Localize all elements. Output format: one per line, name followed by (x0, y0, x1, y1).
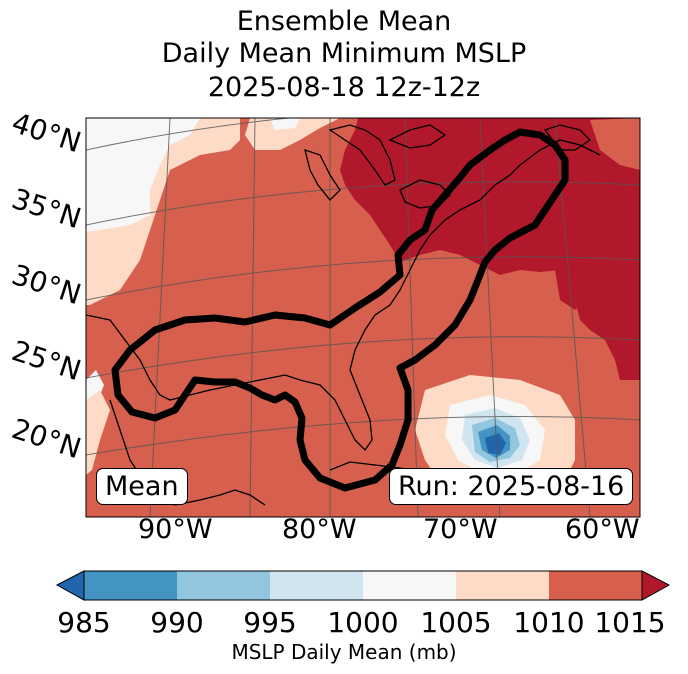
lon-label-70w: 70°W (423, 514, 498, 545)
contour-outline (111, 128, 569, 492)
colorbar-segment-995-1000 (270, 571, 363, 600)
colorbar-tick-1010: 1010 (513, 606, 585, 639)
mslp-fill-1005-1010-corner (590, 118, 640, 170)
colorbar-tick-990: 990 (150, 606, 204, 639)
mslp-fill-1010-1015-mid (555, 220, 640, 310)
mslp-fill-995-1000-north (86, 118, 200, 232)
colorbar-frame (83, 570, 643, 601)
colorbar-segment-990-995 (177, 571, 270, 600)
colorbar-segment-1000-1005 (363, 571, 456, 600)
title-line-3: 2025-08-18 12z-12z (207, 72, 481, 103)
colorbar-tick-985: 985 (57, 606, 111, 639)
lon-label-90w: 90°W (138, 514, 213, 545)
mslp-fill-patch (270, 118, 300, 130)
title-line-2: Daily Mean Minimum MSLP (161, 38, 527, 69)
mslp-fill-min-low (485, 433, 506, 455)
mslp-fill-1010-1015-east (575, 280, 640, 380)
colorbar-tick-1015: 1015 (594, 606, 666, 639)
colorbar-segment-1005-1010 (456, 571, 549, 600)
colorbar-extend-low (55, 570, 85, 601)
colorbar-label: MSLP Daily Mean (mb) (231, 640, 457, 664)
colorbar-tick-995: 995 (243, 606, 297, 639)
colorbar-tick-1005: 1005 (420, 606, 492, 639)
run-label: Run: 2025-08-16 (389, 468, 634, 505)
mslp-fill-1000-1005-northeast (245, 118, 340, 150)
lon-label-80w: 80°W (282, 514, 357, 545)
colorbar-segment-1010-1015 (549, 571, 642, 600)
pressure-field (86, 118, 640, 517)
mean-label: Mean (96, 468, 188, 505)
colorbar (55, 570, 671, 601)
colorbar-extend-high (641, 570, 671, 601)
colorbar-segment-985-990 (84, 571, 177, 600)
colorbar-tick-1000: 1000 (327, 606, 399, 639)
lon-label-60w: 60°W (565, 514, 640, 545)
title-line-1: Ensemble Mean (236, 6, 452, 37)
map-frame (85, 117, 641, 518)
